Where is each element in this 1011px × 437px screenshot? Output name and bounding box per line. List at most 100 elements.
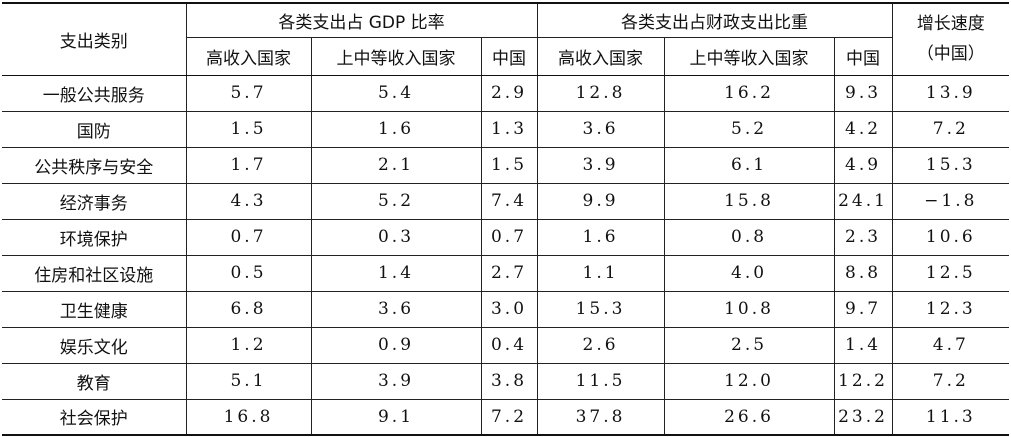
table-body: 一般公共服务 5.7 5.4 2.9 12.8 16.2 9.3 13.9 国防… [2, 74, 1010, 436]
header-gdp-group: 各类支出占 GDP 比率 [185, 2, 538, 38]
cell-fiscal-upper-middle-income: 26.6 [663, 398, 835, 436]
cell-fiscal-upper-middle-income: 4.0 [663, 254, 835, 292]
cell-gdp-high-income: 1.2 [185, 326, 312, 364]
header-fiscal-high-income: 高收入国家 [536, 36, 665, 76]
cell-fiscal-high-income: 1.1 [536, 254, 665, 292]
cell-gdp-upper-middle-income: 1.6 [310, 110, 482, 148]
cell-growth-china: 4.7 [891, 326, 1010, 364]
cell-gdp-china: 1.3 [480, 110, 538, 148]
cell-fiscal-upper-middle-income: 5.2 [663, 110, 835, 148]
cell-gdp-china: 3.0 [480, 290, 538, 328]
cell-gdp-upper-middle-income: 5.2 [310, 182, 482, 220]
row-category: 经济事务 [2, 182, 187, 220]
table-row: 公共秩序与安全 1.7 2.1 1.5 3.9 6.1 4.9 15.3 [2, 146, 1010, 184]
cell-fiscal-high-income: 15.3 [536, 290, 665, 328]
row-category: 娱乐文化 [2, 326, 187, 364]
table-header: 支出类别 各类支出占 GDP 比率 各类支出占财政支出比重 增长速度 （中国） … [2, 2, 1010, 76]
cell-growth-china: 13.9 [891, 74, 1010, 112]
cell-growth-china: 10.6 [891, 218, 1010, 256]
row-category: 一般公共服务 [2, 74, 187, 112]
row-category: 环境保护 [2, 218, 187, 256]
cell-gdp-upper-middle-income: 3.6 [310, 290, 482, 328]
header-category: 支出类别 [2, 2, 187, 76]
row-category: 住房和社区设施 [2, 254, 187, 292]
cell-fiscal-upper-middle-income: 0.8 [663, 218, 835, 256]
cell-fiscal-high-income: 1.6 [536, 218, 665, 256]
cell-gdp-china: 2.7 [480, 254, 538, 292]
cell-gdp-china: 3.8 [480, 362, 538, 400]
cell-fiscal-upper-middle-income: 2.5 [663, 326, 835, 364]
cell-gdp-upper-middle-income: 0.3 [310, 218, 482, 256]
table-row: 国防 1.5 1.6 1.3 3.6 5.2 4.2 7.2 [2, 110, 1010, 148]
cell-fiscal-china: 8.8 [833, 254, 893, 292]
cell-gdp-upper-middle-income: 9.1 [310, 398, 482, 436]
cell-gdp-high-income: 0.5 [185, 254, 312, 292]
table-row: 社会保护 16.8 9.1 7.2 37.8 26.6 23.2 11.3 [2, 398, 1010, 436]
row-category: 教育 [2, 362, 187, 400]
cell-growth-china: 12.5 [891, 254, 1010, 292]
cell-fiscal-high-income: 2.6 [536, 326, 665, 364]
table-row: 卫生健康 6.8 3.6 3.0 15.3 10.8 9.7 12.3 [2, 290, 1010, 328]
cell-gdp-high-income: 5.7 [185, 74, 312, 112]
cell-fiscal-china: 1.4 [833, 326, 893, 364]
cell-gdp-china: 0.4 [480, 326, 538, 364]
cell-fiscal-upper-middle-income: 16.2 [663, 74, 835, 112]
cell-fiscal-china: 9.3 [833, 74, 893, 112]
cell-growth-china: −1.8 [891, 182, 1010, 220]
cell-fiscal-high-income: 11.5 [536, 362, 665, 400]
header-gdp-upper-middle-income: 上中等收入国家 [310, 36, 482, 76]
cell-gdp-china: 0.7 [480, 218, 538, 256]
cell-fiscal-china: 9.7 [833, 290, 893, 328]
cell-fiscal-china: 4.2 [833, 110, 893, 148]
cell-fiscal-upper-middle-income: 15.8 [663, 182, 835, 220]
cell-gdp-upper-middle-income: 5.4 [310, 74, 482, 112]
cell-gdp-upper-middle-income: 0.9 [310, 326, 482, 364]
cell-growth-china: 11.3 [891, 398, 1010, 436]
header-growth-line1: 增长速度 [916, 14, 985, 35]
cell-gdp-high-income: 1.7 [185, 146, 312, 184]
cell-gdp-high-income: 1.5 [185, 110, 312, 148]
cell-fiscal-china: 12.2 [833, 362, 893, 400]
cell-gdp-upper-middle-income: 3.9 [310, 362, 482, 400]
header-fiscal-china: 中国 [833, 36, 893, 76]
cell-gdp-china: 2.9 [480, 74, 538, 112]
header-fiscal-group: 各类支出占财政支出比重 [536, 2, 893, 38]
cell-fiscal-china: 23.2 [833, 398, 893, 436]
cell-growth-china: 7.2 [891, 110, 1010, 148]
cell-gdp-high-income: 5.1 [185, 362, 312, 400]
cell-fiscal-upper-middle-income: 6.1 [663, 146, 835, 184]
cell-fiscal-china: 24.1 [833, 182, 893, 220]
cell-gdp-upper-middle-income: 1.4 [310, 254, 482, 292]
cell-gdp-china: 7.2 [480, 398, 538, 436]
row-category: 公共秩序与安全 [2, 146, 187, 184]
header-gdp-china: 中国 [480, 36, 538, 76]
cell-fiscal-china: 2.3 [833, 218, 893, 256]
table-row: 经济事务 4.3 5.2 7.4 9.9 15.8 24.1 −1.8 [2, 182, 1010, 220]
header-growth-line2: （中国） [916, 44, 985, 65]
row-category: 卫生健康 [2, 290, 187, 328]
cell-gdp-high-income: 16.8 [185, 398, 312, 436]
table-row: 教育 5.1 3.9 3.8 11.5 12.0 12.2 7.2 [2, 362, 1010, 400]
cell-gdp-high-income: 6.8 [185, 290, 312, 328]
cell-gdp-china: 7.4 [480, 182, 538, 220]
cell-gdp-high-income: 0.7 [185, 218, 312, 256]
header-fiscal-upper-middle-income: 上中等收入国家 [663, 36, 835, 76]
cell-gdp-high-income: 4.3 [185, 182, 312, 220]
cell-fiscal-upper-middle-income: 10.8 [663, 290, 835, 328]
header-growth: 增长速度 （中国） [891, 2, 1010, 76]
cell-growth-china: 15.3 [891, 146, 1010, 184]
cell-fiscal-high-income: 12.8 [536, 74, 665, 112]
cell-gdp-china: 1.5 [480, 146, 538, 184]
cell-growth-china: 7.2 [891, 362, 1010, 400]
row-category: 社会保护 [2, 398, 187, 436]
table-row: 娱乐文化 1.2 0.9 0.4 2.6 2.5 1.4 4.7 [2, 326, 1010, 364]
cell-fiscal-upper-middle-income: 12.0 [663, 362, 835, 400]
cell-fiscal-high-income: 3.6 [536, 110, 665, 148]
table-row: 住房和社区设施 0.5 1.4 2.7 1.1 4.0 8.8 12.5 [2, 254, 1010, 292]
cell-fiscal-high-income: 37.8 [536, 398, 665, 436]
header-gdp-high-income: 高收入国家 [186, 36, 312, 76]
cell-fiscal-high-income: 9.9 [536, 182, 665, 220]
cell-growth-china: 12.3 [891, 290, 1010, 328]
table-row: 一般公共服务 5.7 5.4 2.9 12.8 16.2 9.3 13.9 [2, 74, 1010, 112]
